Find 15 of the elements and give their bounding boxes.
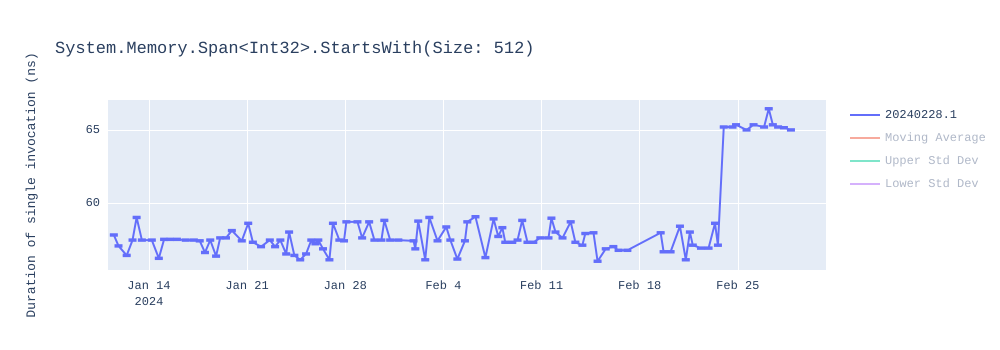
x-tick-label: Feb 25 (716, 279, 760, 293)
legend-label: Upper Std Dev (885, 154, 979, 168)
legend-label: 20240228.1 (885, 108, 958, 122)
y-tick-label: 60 (86, 196, 100, 210)
x-tick-label: Jan 21 (225, 279, 269, 293)
y-axis-title: Duration of single invocation (ns) (24, 52, 39, 318)
x-tick-label: Feb 18 (618, 279, 662, 293)
x-tick-label: Feb 4 (425, 279, 462, 293)
x-tick-label: Jan 28 (324, 279, 367, 293)
legend-label: Lower Std Dev (885, 177, 979, 191)
legend-label: Moving Average (885, 131, 986, 145)
chart-title: System.Memory.Span<Int32>.StartsWith(Size: 512) (55, 40, 534, 59)
y-tick-label: 65 (86, 122, 100, 137)
x-tick-label: Jan 14 2024 (127, 279, 171, 309)
x-tick-label: Feb 11 (520, 279, 564, 293)
